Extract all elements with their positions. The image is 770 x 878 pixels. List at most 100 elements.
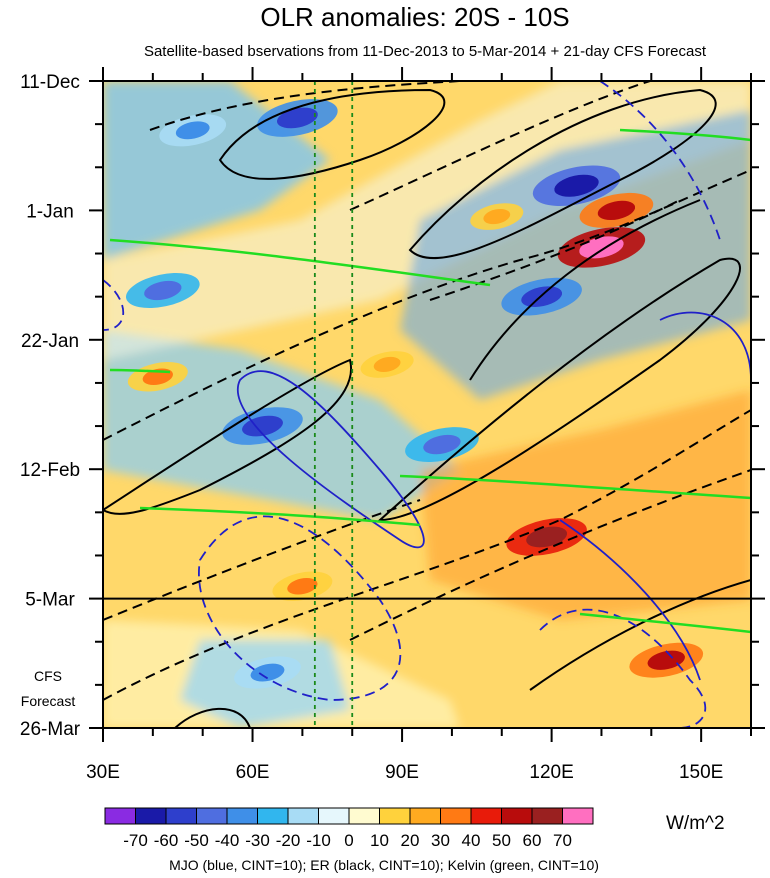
colorbar-swatch-13 (501, 807, 533, 825)
kelvin-contour-3 (399, 474, 751, 500)
colorbar-label: 50 (492, 831, 511, 850)
er-contour-solid-4 (377, 257, 741, 522)
colorbar-label: -60 (154, 831, 179, 850)
er-contour-dashed-2 (349, 81, 651, 211)
anomaly-core-4 (579, 236, 624, 259)
colorbar-swatch-15 (562, 807, 594, 825)
er-contour-dashed-5 (103, 409, 751, 701)
colorbar-label: -40 (215, 831, 240, 850)
colorbar-label: 70 (553, 831, 572, 850)
plot-area (103, 81, 751, 728)
x-tick-label: 60E (236, 762, 270, 783)
x-tick-label: 90E (385, 762, 419, 783)
mjo-contour-dashed-2 (539, 608, 707, 728)
kelvin-contours-green (109, 128, 751, 634)
colorbar-swatch-8 (348, 807, 380, 825)
anomaly-core-1 (276, 107, 318, 129)
forecast-label-line2: Forecast (21, 693, 76, 709)
er-contour-solid-1 (218, 88, 446, 180)
colorbar: -70 -60 -50 -40 -30 -20 -10 0 10 20 30 40 50 60 70 (104, 807, 594, 850)
anomaly-core-0 (175, 121, 210, 140)
kelvin-contour-4 (579, 612, 751, 634)
kelvin-contour-1 (109, 238, 491, 287)
colorbar-label: 20 (401, 831, 420, 850)
mjo-contour-solid-3 (559, 519, 701, 681)
mjo-contour-dashed-1 (198, 515, 402, 701)
colorbar-label: -50 (184, 831, 209, 850)
contour-legend-footer: MJO (blue, CINT=10); ER (black, CINT=10)… (169, 857, 599, 873)
y-axis: 11-Dec 1-Jan 22-Jan 12-Feb 5-Mar 26-Mar (20, 72, 765, 740)
colorbar-swatch-11 (440, 807, 472, 825)
chart-subtitle: Satellite-based bservations from 11-Dec-… (144, 43, 707, 60)
colorbar-label: 40 (462, 831, 481, 850)
anomaly-core-2 (554, 174, 599, 197)
er-contour-solid-3 (103, 358, 353, 515)
colorbar-label: -30 (245, 831, 270, 850)
anomaly-core-13 (373, 356, 401, 373)
er-contour-solid-5 (529, 579, 751, 691)
er-contour-solid-7 (469, 199, 701, 381)
anomaly-core-8 (423, 434, 461, 455)
anomaly-core-9 (526, 526, 568, 548)
colorbar-swatch-7 (318, 807, 350, 825)
mjo-contour-dashed-3 (599, 81, 721, 241)
anomaly-core-14 (287, 578, 318, 595)
colorbar-units: W/m^2 (666, 813, 725, 834)
x-tick-label: 30E (86, 762, 120, 783)
er-contour-dashed-3 (103, 169, 751, 441)
anomaly-core-10 (647, 650, 685, 670)
er-contours-dashed (103, 81, 751, 701)
colorbar-label: 60 (523, 831, 542, 850)
x-axis: 30E 60E 90E 120E 150E (86, 67, 752, 783)
er-contour-solid-6 (174, 707, 251, 728)
mjo-contours-blue (103, 81, 751, 728)
er-contour-dashed-4 (103, 499, 421, 621)
anomaly-core-11 (250, 663, 285, 682)
er-contours-black (103, 88, 751, 728)
colorbar-swatch-5 (257, 807, 289, 825)
field-band-orange-southeast (420, 390, 751, 620)
colorbar-swatch-4 (226, 807, 258, 825)
anomaly-core-5 (144, 280, 182, 301)
colorbar-label: -20 (276, 831, 301, 850)
x-tick-label: 120E (529, 762, 573, 783)
colorbar-swatch-12 (470, 807, 502, 825)
er-contour-dashed-6 (349, 469, 751, 641)
mjo-contour-solid-1 (236, 370, 425, 549)
chart-title: OLR anomalies: 20S - 10S (260, 2, 569, 32)
er-contour-dashed-7 (429, 199, 681, 301)
plot-frame (102, 80, 752, 729)
colorbar-swatch-10 (409, 807, 441, 825)
er-contour-solid-2 (408, 88, 717, 260)
colorbar-swatch-9 (379, 807, 411, 825)
colorbar-swatch-2 (165, 807, 197, 825)
y-tick-label: 5-Mar (25, 590, 75, 611)
colorbar-label: -10 (306, 831, 331, 850)
colorbar-swatch-0 (104, 807, 136, 825)
mjo-contour-dashed-4 (103, 279, 125, 331)
colorbar-label: -70 (123, 831, 148, 850)
colorbar-label: 10 (370, 831, 389, 850)
colorbar-swatch-1 (135, 807, 167, 825)
forecast-label-line1: CFS (34, 668, 62, 684)
colorbar-label: 30 (431, 831, 450, 850)
anomaly-core-3 (597, 200, 636, 221)
x-tick-label: 150E (679, 762, 723, 783)
colorbar-label: 0 (344, 831, 353, 850)
kelvin-contour-6 (109, 368, 171, 374)
kelvin-contour-2 (139, 506, 421, 527)
colorbar-swatch-3 (196, 807, 228, 825)
y-tick-label: 11-Dec (20, 72, 80, 93)
y-tick-label: 26-Mar (20, 719, 81, 740)
y-tick-label: 1-Jan (26, 201, 74, 222)
y-tick-label: 12-Feb (20, 460, 80, 481)
reference-lines (313, 81, 354, 728)
mjo-contour-solid-2 (659, 311, 751, 381)
er-contour-dashed-1 (149, 81, 461, 131)
colorbar-swatch-6 (287, 807, 319, 825)
colorbar-swatch-14 (531, 807, 563, 825)
y-tick-label: 22-Jan (21, 331, 79, 352)
anomaly-core-15 (483, 208, 511, 225)
kelvin-contour-5 (619, 128, 751, 142)
